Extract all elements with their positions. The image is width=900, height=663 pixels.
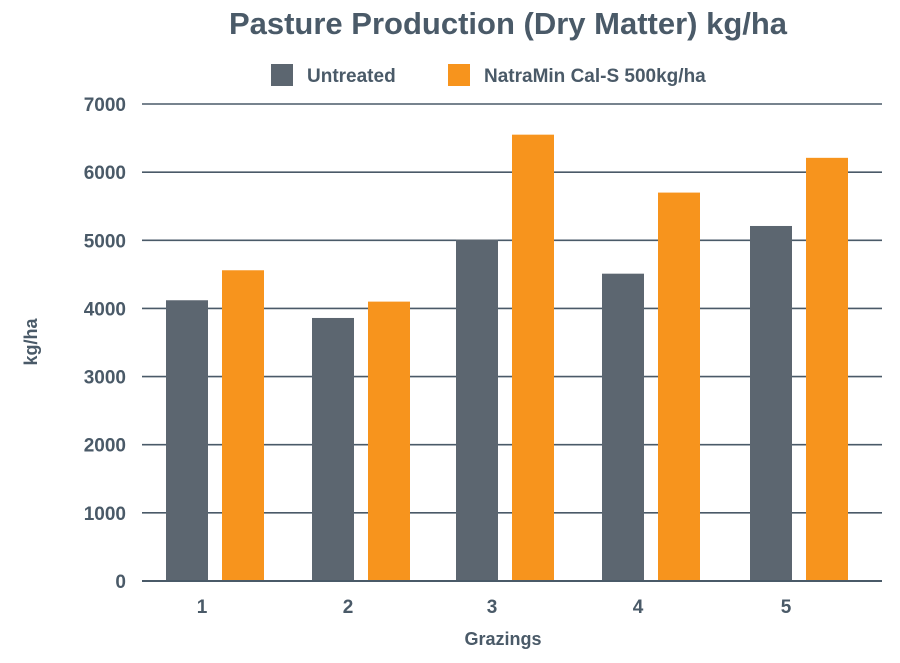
- x-axis-ticks: 1 2 3 4 5: [197, 597, 792, 618]
- chart-title: Pasture Production (Dry Matter) kg/ha: [229, 6, 788, 41]
- y-tick-label: 0: [115, 572, 126, 593]
- x-tick-label: 3: [487, 597, 498, 618]
- bar-untreated-grazing-3: [456, 239, 498, 581]
- legend-swatch-untreated: [271, 64, 293, 86]
- legend: Untreated NatraMin Cal-S 500kg/ha: [271, 64, 706, 87]
- x-axis-label: Grazings: [464, 629, 541, 649]
- legend-label-natramin: NatraMin Cal-S 500kg/ha: [484, 66, 706, 87]
- y-axis-label: kg/ha: [21, 318, 41, 366]
- bar-natramin-grazing-2: [368, 301, 410, 581]
- legend-swatch-natramin: [448, 64, 470, 86]
- y-tick-label: 3000: [84, 368, 126, 389]
- bar-untreated-grazing-1: [166, 300, 208, 581]
- legend-label-untreated: Untreated: [307, 66, 396, 87]
- y-tick-label: 5000: [84, 231, 126, 252]
- x-tick-label: 1: [197, 597, 208, 618]
- x-tick-label: 4: [633, 597, 644, 618]
- y-tick-label: 2000: [84, 436, 126, 457]
- y-tick-label: 7000: [84, 95, 126, 116]
- bars: [142, 134, 882, 582]
- bar-natramin-grazing-1: [222, 270, 264, 581]
- x-tick-label: 2: [343, 597, 354, 618]
- y-tick-label: 6000: [84, 163, 126, 184]
- bar-natramin-grazing-4: [658, 192, 700, 582]
- y-tick-label: 4000: [84, 299, 126, 320]
- bar-natramin-grazing-5: [806, 157, 848, 581]
- y-axis-ticks: 0 1000 2000 3000 4000 5000 6000 7000: [84, 95, 126, 593]
- bar-untreated-grazing-5: [750, 225, 792, 581]
- y-tick-label: 1000: [84, 504, 126, 525]
- bar-untreated-grazing-4: [602, 273, 644, 581]
- x-tick-label: 5: [781, 597, 792, 618]
- bar-untreated-grazing-2: [312, 317, 354, 581]
- bar-natramin-grazing-3: [512, 134, 554, 581]
